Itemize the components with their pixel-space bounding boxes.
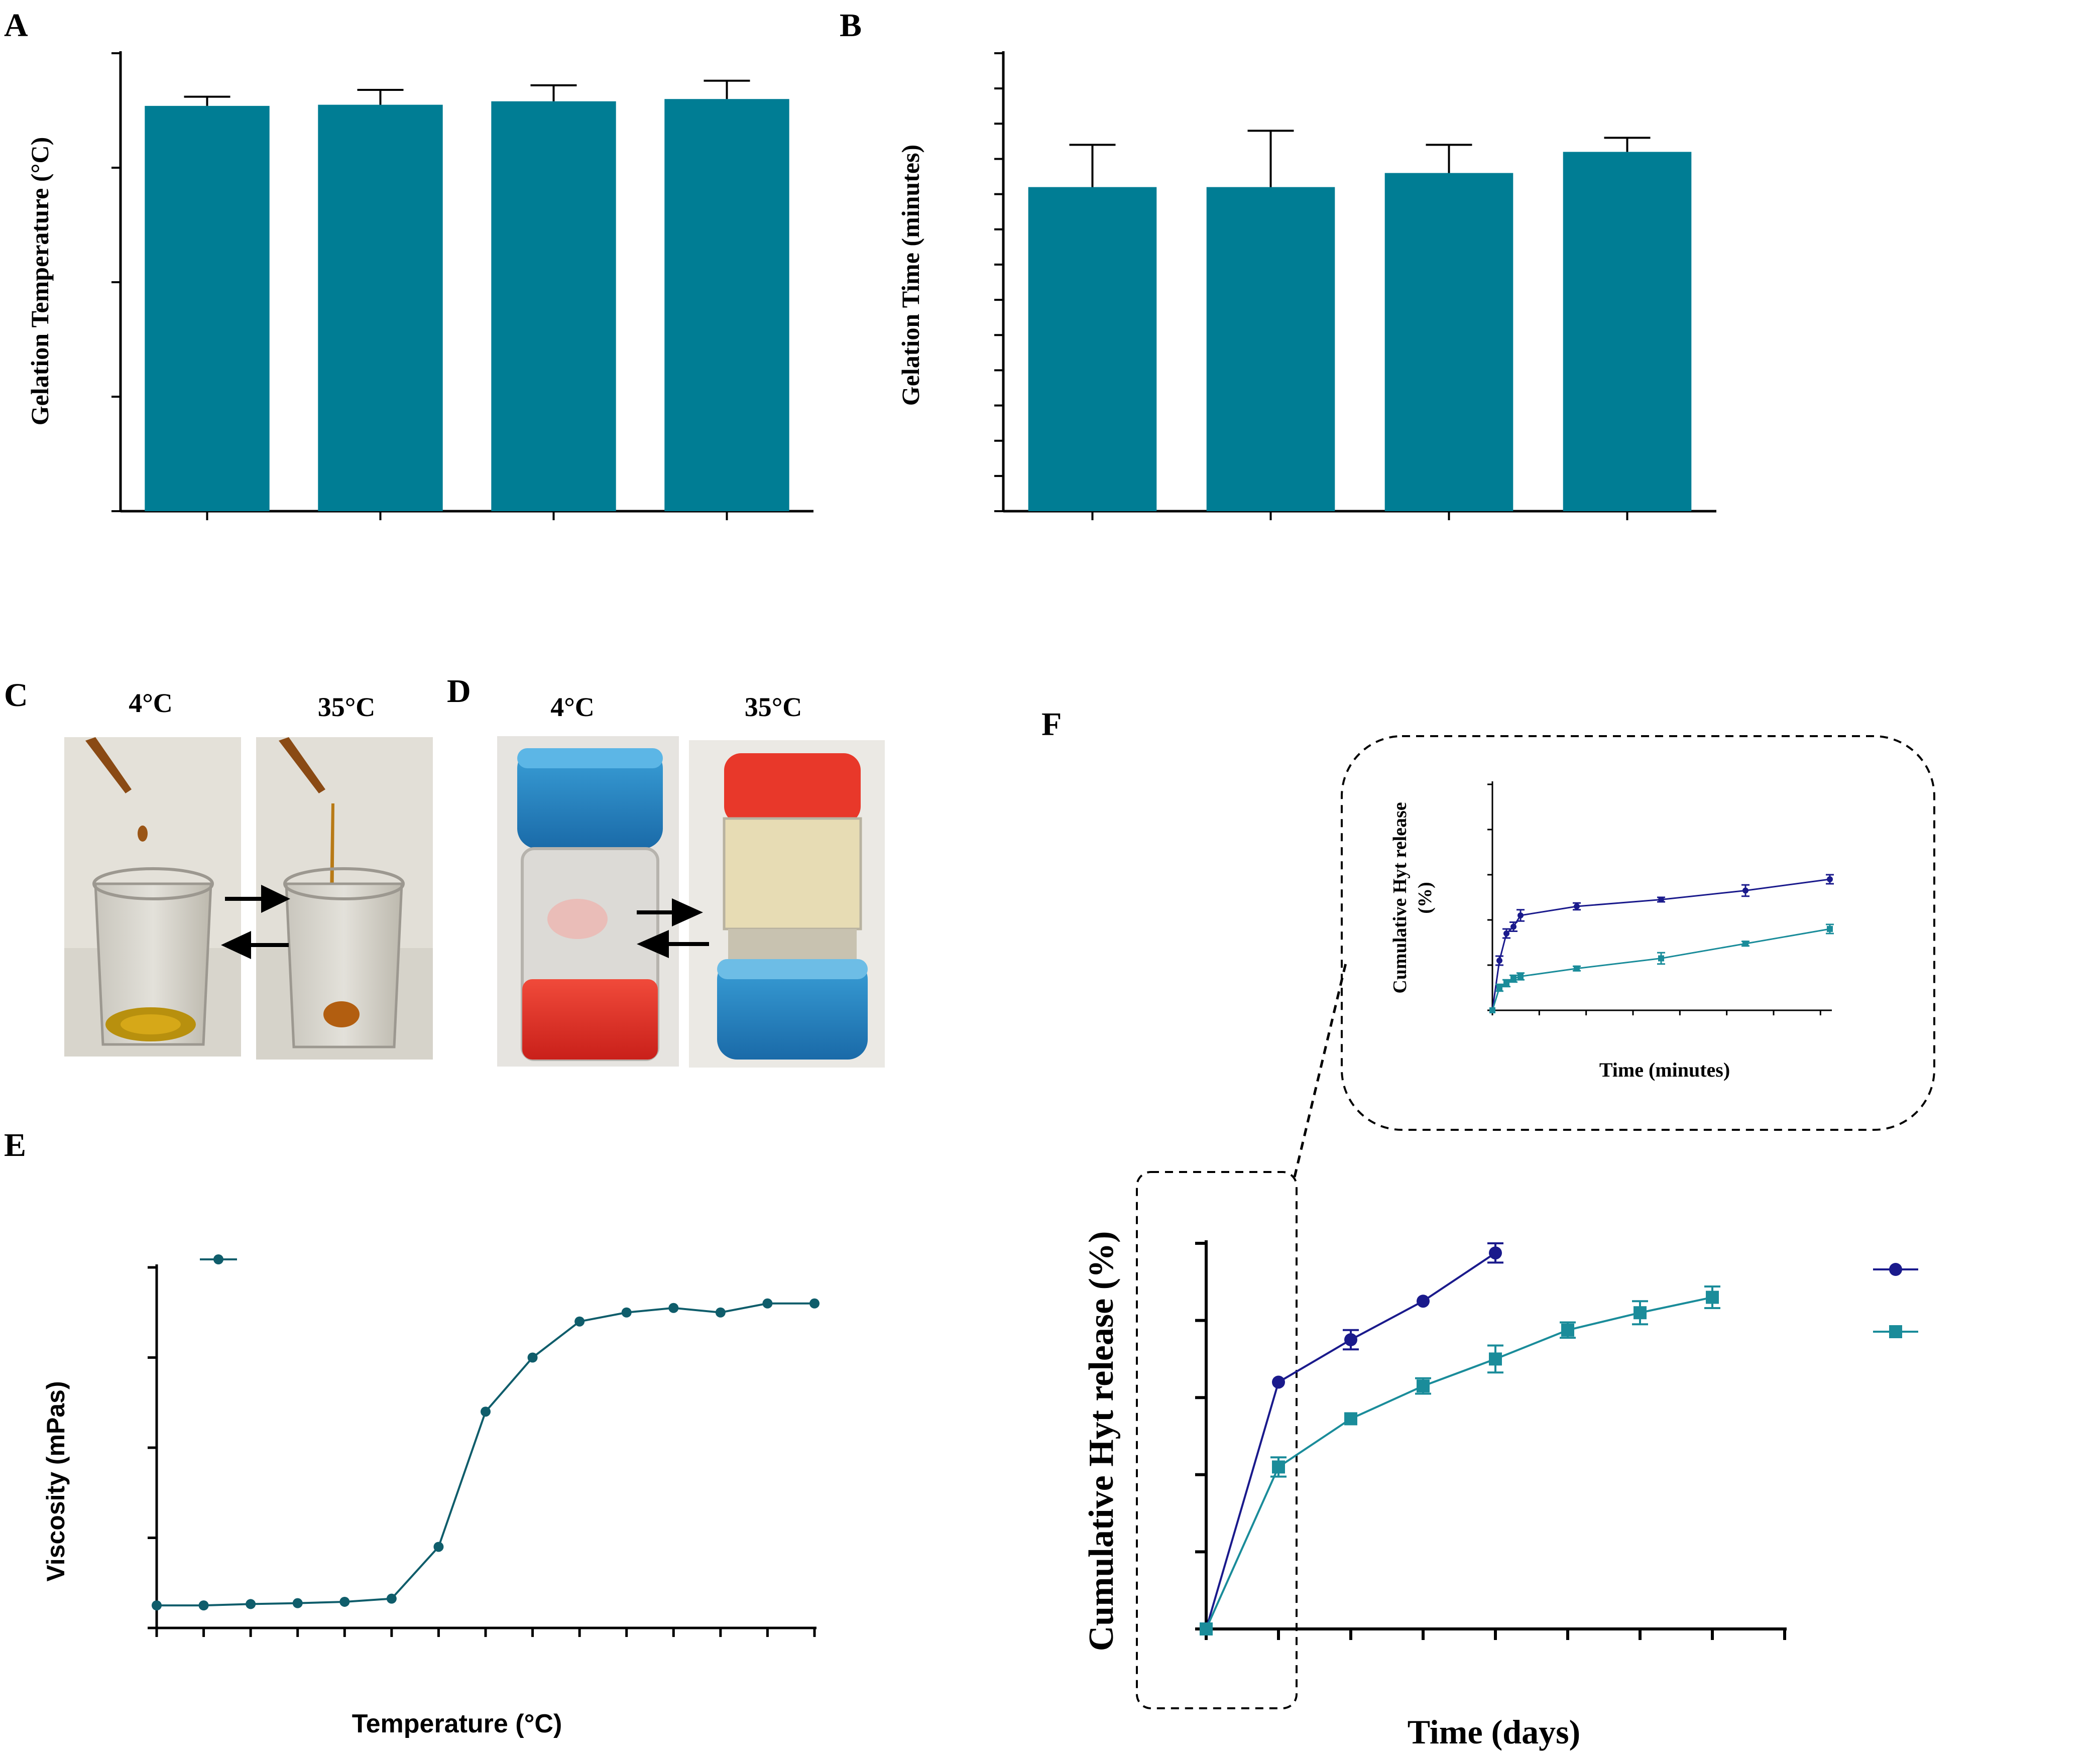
legend-marker [1889,1263,1902,1276]
photo-c-beakers: 4°C 35°C [64,688,433,1060]
chart-b-gelation-time: Gelation Time (minutes) [896,51,1716,520]
data-point [152,1600,162,1611]
chart-e-xlabel: Temperature (°C) [352,1709,562,1738]
data-point [339,1596,350,1607]
data-point [621,1307,632,1318]
bar [318,104,443,512]
data-point [1518,973,1524,980]
data-point [1574,903,1580,909]
photo-c-right-image [256,737,433,1060]
data-point [1489,1007,1495,1013]
chart-a-ylabel: Gelation Temperature (°C) [26,137,54,426]
data-point [1706,1291,1719,1304]
data-point [1827,926,1833,932]
data-point [1344,1412,1357,1426]
data-point [1742,887,1748,894]
bar [1384,173,1513,511]
data-point [1272,1375,1285,1389]
panel-letter-d: D [447,673,471,710]
panel-letter-f: F [1041,706,1062,743]
data-point [527,1352,538,1363]
panel-letter-b: B [840,7,862,44]
data-point [1503,980,1509,986]
photo-c-arrow-right [225,885,290,913]
data-point [1417,1295,1430,1308]
chart-e-ylabel: Viscosity (mPas) [42,1381,70,1581]
inset-ylabel-line2: (%) [1415,882,1436,913]
data-point [574,1316,585,1327]
photo-d-vials: 4°C 35°C [497,692,885,1068]
data-point [433,1542,444,1552]
data-point [1634,1306,1647,1320]
data-point [246,1599,256,1609]
inset-ylabel-line1: Cumulative Hyt release [1389,802,1411,993]
data-point [1574,965,1580,972]
data-point [1561,1323,1574,1337]
series-line [1205,1296,1713,1629]
data-point [1658,896,1664,903]
data-point [668,1303,679,1313]
chart-e-viscosity: Viscosity (mPas) Temperature (°C) [42,1254,820,1738]
series-line [157,1302,814,1607]
chart-b-ylabel: Gelation Time (minutes) [896,145,924,406]
data-point [1344,1333,1357,1346]
data-point [1658,955,1664,962]
data-point [715,1307,726,1318]
bar [664,99,789,511]
data-point [1417,1379,1430,1393]
data-point [1827,876,1833,882]
legend-marker [1889,1325,1902,1338]
inset-callout-box [1341,735,1935,1131]
inset-xlabel: Time (minutes) [1599,1059,1730,1081]
bar [1028,187,1157,512]
chart-f-xlabel: Time (days) [1408,1713,1580,1751]
bar [1206,187,1335,512]
data-point [1496,985,1502,991]
chart-f-inset: Cumulative Hyt release (%) Time (minutes… [1389,781,1834,1081]
chart-f-release: Cumulative Hyt release (%) Time (days) [1082,735,1935,1751]
data-point [1200,1622,1213,1635]
data-point [762,1298,773,1309]
data-point [481,1407,491,1417]
photo-d-arrow-left [637,930,709,958]
panel-letter-e: E [4,1127,26,1163]
photo-c-label-cold: 4°C [129,688,173,718]
panel-letter-c: C [4,677,28,714]
photo-c-left-image [64,737,241,1057]
photo-d-label-cold: 4°C [550,692,595,722]
bar [1563,152,1692,511]
data-point [1503,930,1509,936]
photo-c-arrow-left [221,931,289,959]
data-point [1510,976,1516,982]
legend-marker [213,1254,223,1264]
data-point [809,1298,820,1309]
data-point [1489,1352,1502,1366]
data-point [198,1600,209,1611]
panel-letter-a: A [4,7,28,44]
data-point [1518,912,1524,918]
data-point [1496,958,1502,964]
photo-d-right-image [689,740,885,1068]
zoom-connector [1293,959,1348,1178]
chart-a-gelation-temperature: Gelation Temperature (°C) [26,51,813,520]
data-point [1272,1460,1285,1474]
data-point [1489,1246,1502,1260]
photo-d-arrow-right [637,898,703,926]
photo-d-left-image [497,736,679,1067]
data-point [1510,923,1516,930]
data-point [386,1593,397,1604]
series-line [1205,1252,1496,1629]
series-line [1491,928,1830,1011]
chart-f-ylabel: Cumulative Hyt release (%) [1082,1231,1121,1652]
bar [491,101,616,511]
data-point [292,1598,303,1608]
data-point [1742,941,1748,947]
photo-c-label-warm: 35°C [318,692,376,722]
photo-d-label-warm: 35°C [745,692,802,722]
bar [145,105,270,511]
zoom-box [1136,1171,1298,1709]
